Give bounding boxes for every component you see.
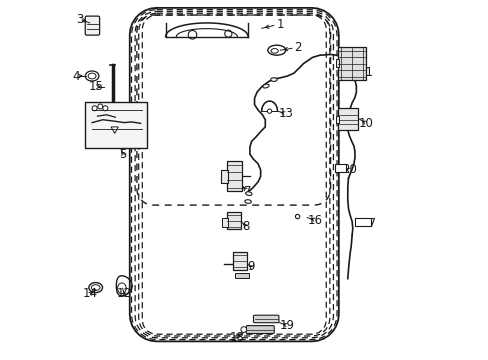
- Text: 8: 8: [242, 220, 249, 233]
- Text: 20: 20: [341, 163, 356, 176]
- Text: 11: 11: [358, 66, 373, 79]
- Bar: [335, 116, 338, 123]
- Text: 14: 14: [82, 287, 98, 300]
- Text: 13: 13: [278, 107, 293, 120]
- Bar: [227, 161, 242, 192]
- Ellipse shape: [89, 283, 102, 293]
- Polygon shape: [111, 127, 118, 134]
- Bar: [222, 218, 227, 226]
- Text: 3: 3: [77, 13, 84, 26]
- Ellipse shape: [245, 192, 251, 195]
- Ellipse shape: [85, 71, 99, 81]
- Ellipse shape: [91, 285, 100, 291]
- Text: 6: 6: [117, 123, 124, 136]
- Text: 7: 7: [243, 185, 251, 198]
- Text: 16: 16: [307, 214, 323, 227]
- Bar: [227, 212, 241, 229]
- Circle shape: [241, 327, 246, 332]
- FancyBboxPatch shape: [85, 16, 100, 35]
- Bar: [85, 102, 147, 148]
- Circle shape: [295, 215, 299, 219]
- Ellipse shape: [88, 73, 96, 79]
- Text: 12: 12: [117, 287, 132, 300]
- Circle shape: [267, 109, 271, 113]
- Ellipse shape: [263, 84, 268, 88]
- FancyBboxPatch shape: [253, 315, 278, 323]
- Text: 19: 19: [279, 319, 294, 332]
- Circle shape: [224, 30, 231, 37]
- Bar: [335, 59, 338, 67]
- Text: 10: 10: [358, 117, 373, 130]
- Circle shape: [102, 106, 108, 111]
- Ellipse shape: [270, 78, 277, 81]
- Bar: [338, 108, 357, 130]
- Text: 15: 15: [88, 80, 103, 93]
- Text: 9: 9: [247, 260, 254, 273]
- Bar: [354, 218, 370, 226]
- Bar: [234, 273, 249, 278]
- Text: 18: 18: [229, 330, 244, 343]
- Text: 5: 5: [120, 148, 127, 161]
- Bar: [233, 252, 246, 270]
- Text: 2: 2: [294, 41, 302, 54]
- FancyBboxPatch shape: [246, 325, 274, 333]
- Bar: [334, 164, 346, 172]
- Text: 17: 17: [361, 216, 376, 230]
- Ellipse shape: [270, 49, 278, 53]
- Circle shape: [98, 104, 102, 109]
- Ellipse shape: [267, 45, 285, 55]
- Circle shape: [92, 106, 97, 111]
- Bar: [337, 47, 365, 80]
- Ellipse shape: [244, 200, 251, 203]
- Circle shape: [188, 31, 196, 39]
- Text: 4: 4: [72, 69, 80, 82]
- Text: 1: 1: [276, 18, 284, 31]
- Bar: [221, 170, 227, 183]
